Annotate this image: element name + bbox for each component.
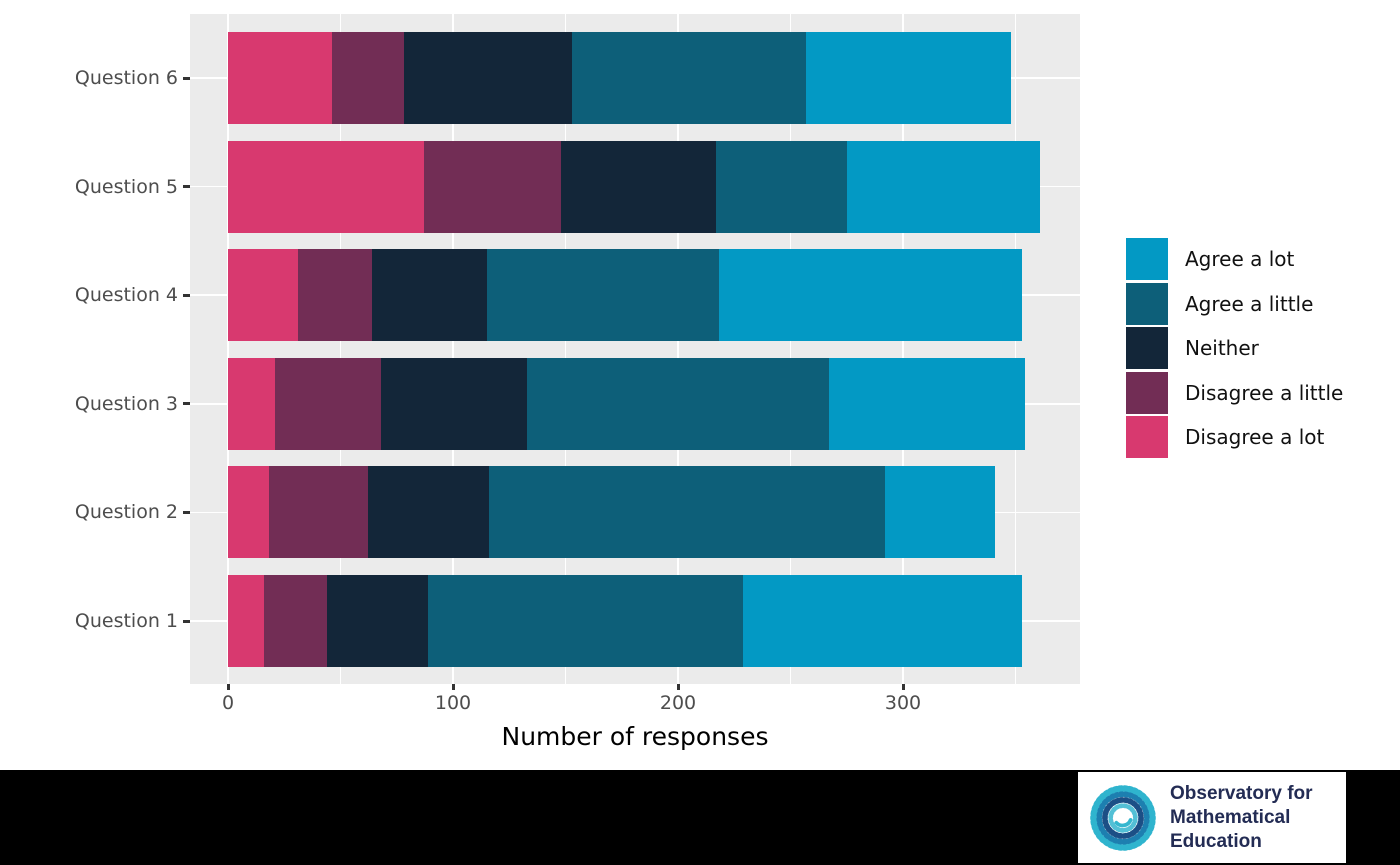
bar-segment xyxy=(331,32,404,124)
bar-segment xyxy=(268,466,368,559)
bar-segment xyxy=(275,357,381,450)
legend-swatch xyxy=(1126,416,1168,458)
y-axis-tick xyxy=(183,619,190,623)
legend-swatch xyxy=(1126,238,1168,280)
y-axis-tick xyxy=(183,76,190,80)
x-axis-tick xyxy=(226,684,230,690)
legend-label: Neither xyxy=(1185,336,1259,360)
bar-segment xyxy=(228,466,269,559)
gridline-minor xyxy=(1014,14,1017,684)
legend-label: Agree a little xyxy=(1185,291,1314,316)
legend-label: Agree a lot xyxy=(1185,247,1295,271)
bar-segment xyxy=(228,575,264,667)
gridline-major xyxy=(452,14,454,684)
bar-segment xyxy=(228,32,332,124)
plot-panel xyxy=(190,14,1080,684)
legend-item: Agree a lot xyxy=(1126,238,1343,280)
logo-text-line: Education xyxy=(1170,830,1262,852)
gridline-minor xyxy=(564,14,567,684)
y-axis-label: Question 4 xyxy=(74,284,178,307)
gridline-major xyxy=(902,14,904,684)
y-axis-tick xyxy=(183,293,190,297)
legend-label: Disagree a little xyxy=(1185,380,1344,405)
y-axis-tick xyxy=(183,185,190,189)
bar-segment xyxy=(743,575,1023,667)
x-axis-tick-label: 200 xyxy=(659,692,697,714)
y-axis-label: Question 1 xyxy=(74,610,178,632)
x-axis-tick-label: 0 xyxy=(221,692,235,714)
x-axis-tick xyxy=(901,684,905,690)
legend-item: Agree a little xyxy=(1126,282,1343,325)
bar-segment xyxy=(885,466,996,559)
y-axis-label: Question 3 xyxy=(74,392,178,415)
bar-segment xyxy=(327,575,429,667)
bar-segment xyxy=(828,357,1025,450)
bar-segment xyxy=(403,32,573,124)
bar-segment xyxy=(527,357,829,450)
bar-segment xyxy=(428,575,744,667)
bar-segment xyxy=(806,32,1011,124)
legend-label: Disagree a lot xyxy=(1185,425,1325,449)
bar-segment xyxy=(716,140,847,233)
bar-segment xyxy=(486,249,719,342)
logo-spiral-icon xyxy=(1090,784,1156,851)
bar-segment xyxy=(718,249,1023,342)
bar-segment xyxy=(846,140,1041,233)
y-axis-label: Question 2 xyxy=(74,501,178,524)
bar-segment xyxy=(489,466,885,559)
y-axis-label: Question 5 xyxy=(74,175,178,198)
y-axis-tick xyxy=(183,510,190,514)
bar-segment xyxy=(381,357,528,450)
logo-text: Observatory for Mathematical Education xyxy=(1170,782,1313,854)
bar-segment xyxy=(367,466,489,559)
legend-swatch xyxy=(1126,282,1168,325)
gridline-minor xyxy=(339,14,342,684)
legend-item: Disagree a little xyxy=(1126,371,1344,414)
bar-segment xyxy=(264,575,327,667)
legend: Agree a lot Agree a little Neither Disagree… xyxy=(1126,238,1343,461)
bar-segment xyxy=(228,357,276,450)
legend-item: Disagree a lot xyxy=(1126,416,1343,458)
bar-segment xyxy=(372,249,487,342)
bar-segment xyxy=(228,140,424,233)
y-axis-label: Question 6 xyxy=(74,67,178,89)
x-axis-tick xyxy=(451,684,455,690)
x-axis-tick-label: 300 xyxy=(884,692,922,714)
x-axis-tick-label: 100 xyxy=(434,692,472,714)
logo-text-line: Mathematical xyxy=(1170,806,1291,828)
x-axis-title: Number of responses xyxy=(501,722,769,751)
bar-segment xyxy=(561,140,717,233)
legend-swatch xyxy=(1126,327,1168,369)
legend-item: Neither xyxy=(1126,327,1343,369)
bar-segment xyxy=(228,249,298,342)
x-axis-tick xyxy=(676,684,680,690)
gridline-minor xyxy=(789,14,792,684)
legend-swatch xyxy=(1126,371,1168,414)
gridline-major xyxy=(227,14,229,684)
bar-segment xyxy=(572,32,807,124)
logo: Observatory for Mathematical Education xyxy=(1078,772,1346,863)
gridline-major xyxy=(677,14,679,684)
bar-segment xyxy=(423,140,561,233)
y-axis-tick xyxy=(183,402,190,406)
bar-segment xyxy=(297,249,372,342)
logo-text-line: Observatory for xyxy=(1170,782,1313,804)
